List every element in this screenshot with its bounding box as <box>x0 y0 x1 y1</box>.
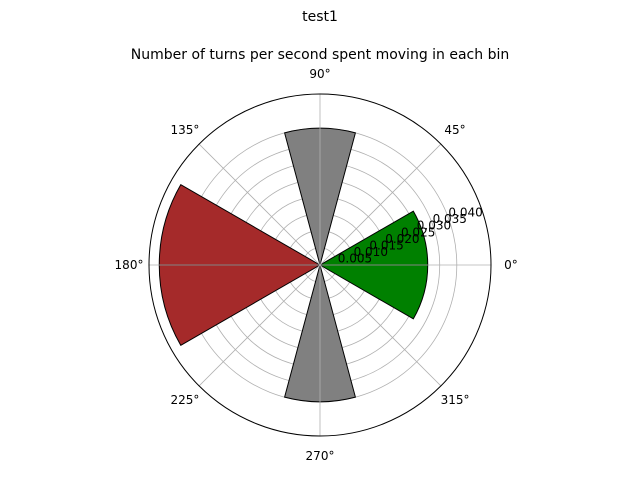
angular-tick-label: 90° <box>309 67 330 81</box>
radial-tick-label: 0.030 <box>417 219 451 233</box>
angular-tick-labels: 0° 45° 90° 135° 180° 225° 270° 315° <box>115 67 518 463</box>
angular-gridlines <box>148 93 492 437</box>
angular-tick-label: 270° <box>306 449 335 463</box>
chart-title: Number of turns per second spent moving … <box>131 47 509 63</box>
bar-195 <box>158 264 322 347</box>
bar-345 <box>318 264 429 320</box>
polar-frame <box>148 93 492 437</box>
angular-tick-label: 0° <box>504 258 518 272</box>
radial-tick-label: 0.040 <box>448 206 482 220</box>
angular-gridline <box>198 143 321 266</box>
radial-tick-label: 0.005 <box>338 251 372 265</box>
angular-tick-label: 135° <box>170 123 199 137</box>
angular-gridline <box>319 264 442 387</box>
angular-gridline <box>198 264 321 387</box>
radial-tick-label: 0.035 <box>433 212 467 226</box>
figure-suptitle: test1 <box>302 9 338 25</box>
angular-tick-label: 45° <box>444 123 465 137</box>
angular-tick-label: 225° <box>170 393 199 407</box>
radial-tick-label: 0.020 <box>385 232 419 246</box>
angular-tick-label: 180° <box>115 258 144 272</box>
angular-tick-label: 315° <box>441 393 470 407</box>
radial-tick-label: 0.025 <box>401 225 435 239</box>
angular-gridline <box>319 143 442 266</box>
radial-tick-label: 0.015 <box>369 238 403 252</box>
bar-165 <box>158 183 322 266</box>
radial-tick-label: 0.010 <box>354 245 388 259</box>
